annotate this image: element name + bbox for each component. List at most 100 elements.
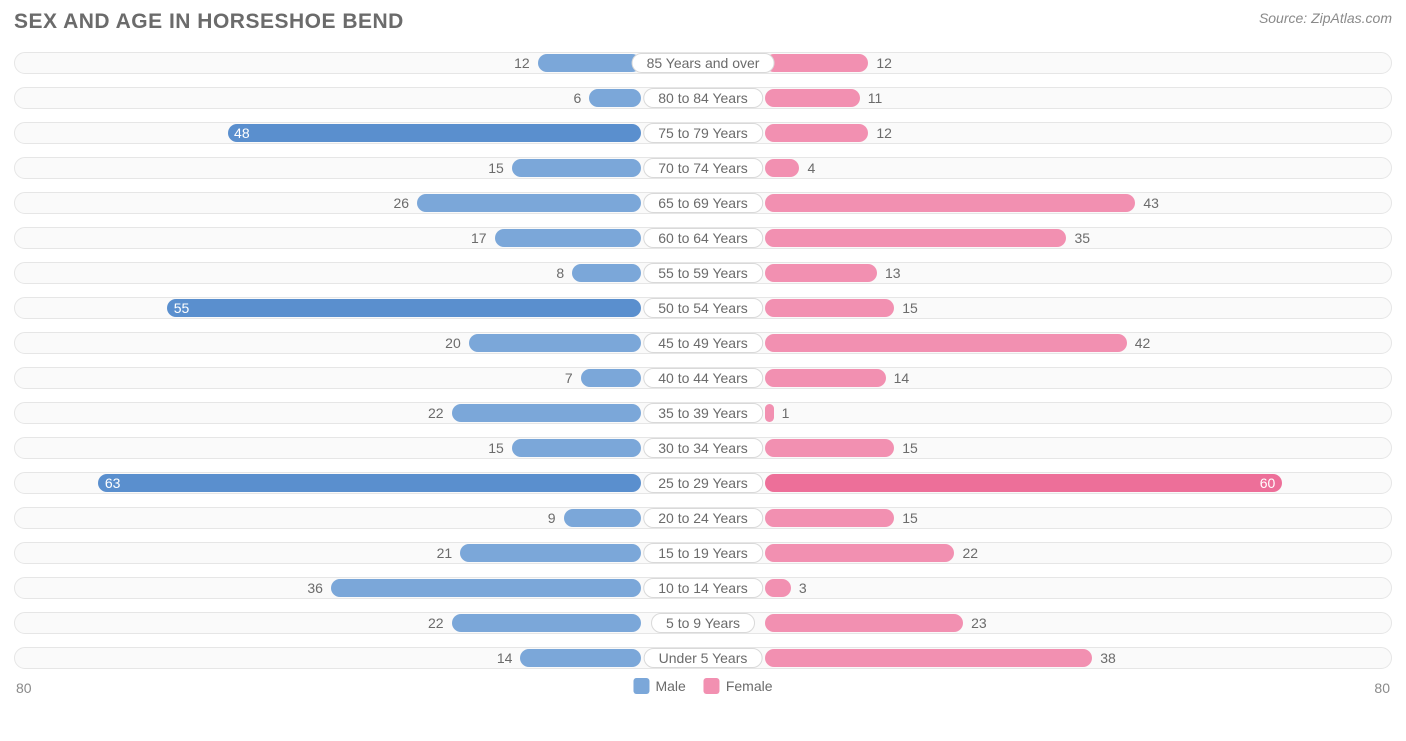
female-bar [765, 124, 868, 142]
pyramid-row: 91520 to 24 Years [14, 503, 1392, 533]
male-half: 6 [14, 83, 703, 113]
male-value: 14 [489, 643, 521, 673]
female-value: 60 [1252, 468, 1284, 498]
chart-source: Source: ZipAtlas.com [1259, 10, 1392, 26]
male-half: 36 [14, 573, 703, 603]
age-category-label: Under 5 Years [644, 648, 763, 668]
female-bar [765, 54, 868, 72]
female-half: 11 [703, 83, 1392, 113]
male-value: 12 [506, 48, 538, 78]
pyramid-row: 264365 to 69 Years [14, 188, 1392, 218]
male-value: 63 [97, 468, 129, 498]
pyramid-row: 15 4 70 to 74 Years [14, 153, 1392, 183]
legend-female-swatch [704, 678, 720, 694]
male-half: 15 [14, 153, 703, 183]
female-half: 3 [703, 573, 1392, 603]
pyramid-row: 17 35 60 to 64 Years [14, 223, 1392, 253]
male-value: 22 [420, 398, 452, 428]
male-value: 22 [420, 608, 452, 638]
female-bar [765, 439, 894, 457]
legend-male: Male [633, 678, 685, 694]
male-half: 9 [14, 503, 703, 533]
chart-title: SEX AND AGE IN HORSESHOE BEND [14, 10, 404, 34]
male-bar [460, 544, 641, 562]
male-half: 14 [14, 643, 703, 673]
pyramid-row: 121285 Years and over [14, 48, 1392, 78]
male-half: 20 [14, 328, 703, 358]
female-half: 60 [703, 468, 1392, 498]
male-value: 20 [437, 328, 469, 358]
female-value: 1 [774, 398, 798, 428]
age-category-label: 10 to 14 Years [643, 578, 763, 598]
female-half: 15 [703, 433, 1392, 463]
male-half: 22 [14, 398, 703, 428]
female-half: 38 [703, 643, 1392, 673]
female-half: 22 [703, 538, 1392, 568]
male-bar [512, 159, 641, 177]
age-category-label: 70 to 74 Years [643, 158, 763, 178]
male-bar [98, 474, 641, 492]
age-category-label: 55 to 59 Years [643, 263, 763, 283]
pyramid-row: 551550 to 54 Years [14, 293, 1392, 323]
female-value: 15 [894, 433, 926, 463]
male-bar [520, 649, 641, 667]
male-value: 8 [548, 258, 572, 288]
female-value: 22 [954, 538, 986, 568]
female-bar [765, 229, 1066, 247]
female-value: 35 [1066, 223, 1098, 253]
male-bar [452, 614, 641, 632]
female-bar [765, 159, 799, 177]
pyramid-row: 212215 to 19 Years [14, 538, 1392, 568]
male-bar [564, 509, 642, 527]
male-bar [572, 264, 641, 282]
female-bar [765, 649, 1092, 667]
female-half: 15 [703, 503, 1392, 533]
male-value: 6 [566, 83, 590, 113]
female-bar [765, 544, 954, 562]
age-category-label: 80 to 84 Years [643, 88, 763, 108]
male-bar [331, 579, 641, 597]
female-value: 38 [1092, 643, 1124, 673]
male-value: 15 [480, 153, 512, 183]
pyramid-row: 71440 to 44 Years [14, 363, 1392, 393]
legend-male-label: Male [655, 678, 685, 694]
male-value: 7 [557, 363, 581, 393]
male-value: 9 [540, 503, 564, 533]
female-bar [765, 194, 1135, 212]
pyramid-row: 14 38 Under 5 Years [14, 643, 1392, 673]
male-value: 21 [429, 538, 461, 568]
male-bar [452, 404, 641, 422]
female-value: 15 [894, 293, 926, 323]
male-half: 17 [14, 223, 703, 253]
male-half: 21 [14, 538, 703, 568]
female-bar [765, 264, 877, 282]
age-category-label: 25 to 29 Years [643, 473, 763, 493]
female-half: 42 [703, 328, 1392, 358]
population-pyramid: 121285 Years and over61180 to 84 Years48… [14, 48, 1392, 673]
male-bar [495, 229, 641, 247]
male-value: 36 [299, 573, 331, 603]
female-value: 4 [799, 153, 823, 183]
age-category-label: 60 to 64 Years [643, 228, 763, 248]
chart-header: SEX AND AGE IN HORSESHOE BEND Source: Zi… [14, 10, 1392, 34]
female-bar [765, 614, 963, 632]
female-bar [765, 89, 860, 107]
male-bar [538, 54, 641, 72]
age-category-label: 35 to 39 Years [643, 403, 763, 423]
female-bar [765, 404, 774, 422]
male-half: 12 [14, 48, 703, 78]
female-value: 14 [886, 363, 918, 393]
age-category-label: 85 Years and over [632, 53, 775, 73]
legend-female: Female [704, 678, 773, 694]
pyramid-row: 204245 to 49 Years [14, 328, 1392, 358]
legend-male-swatch [633, 678, 649, 694]
male-bar [589, 89, 641, 107]
female-bar [765, 474, 1282, 492]
female-value: 42 [1127, 328, 1159, 358]
pyramid-row: 36 310 to 14 Years [14, 573, 1392, 603]
male-bar [581, 369, 641, 387]
male-half: 63 [14, 468, 703, 498]
age-category-label: 65 to 69 Years [643, 193, 763, 213]
male-half: 55 [14, 293, 703, 323]
male-bar [228, 124, 641, 142]
